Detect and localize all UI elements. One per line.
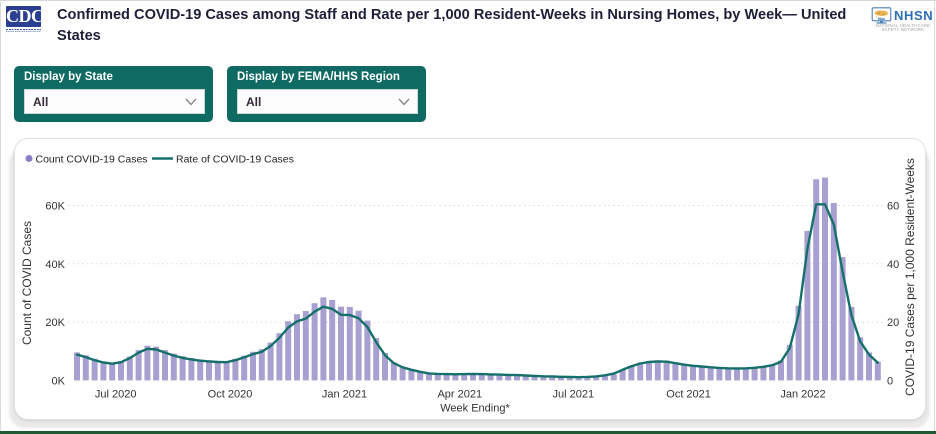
svg-text:NHSN: NHSN [894, 8, 933, 23]
svg-text:0K: 0K [52, 375, 66, 387]
svg-text:0: 0 [887, 375, 893, 387]
svg-text:Oct 2021: Oct 2021 [666, 389, 711, 401]
svg-text:Jul 2020: Jul 2020 [95, 389, 137, 401]
svg-text:COVID-19 Cases per 1,000 Resid: COVID-19 Cases per 1,000 Resident-Weeks [903, 158, 917, 396]
svg-text:Rate of COVID-19 Cases: Rate of COVID-19 Cases [176, 154, 294, 166]
svg-text:40: 40 [887, 259, 899, 271]
svg-text:Count COVID-19 Cases: Count COVID-19 Cases [36, 154, 148, 166]
svg-text:60K: 60K [45, 201, 65, 213]
svg-text:20: 20 [887, 317, 899, 329]
svg-text:Jul 2021: Jul 2021 [553, 389, 595, 401]
svg-text:60: 60 [887, 201, 899, 213]
svg-text:Oct 2020: Oct 2020 [208, 389, 253, 401]
svg-text:Jan 2022: Jan 2022 [780, 389, 825, 401]
svg-text:Apr 2021: Apr 2021 [437, 389, 482, 401]
svg-text:20K: 20K [45, 317, 65, 329]
svg-text:Count of COVID Cases: Count of COVID Cases [20, 221, 34, 345]
svg-text:Jan 2021: Jan 2021 [322, 389, 367, 401]
svg-text:40K: 40K [45, 259, 65, 271]
svg-text:Week Ending*: Week Ending* [440, 403, 510, 415]
